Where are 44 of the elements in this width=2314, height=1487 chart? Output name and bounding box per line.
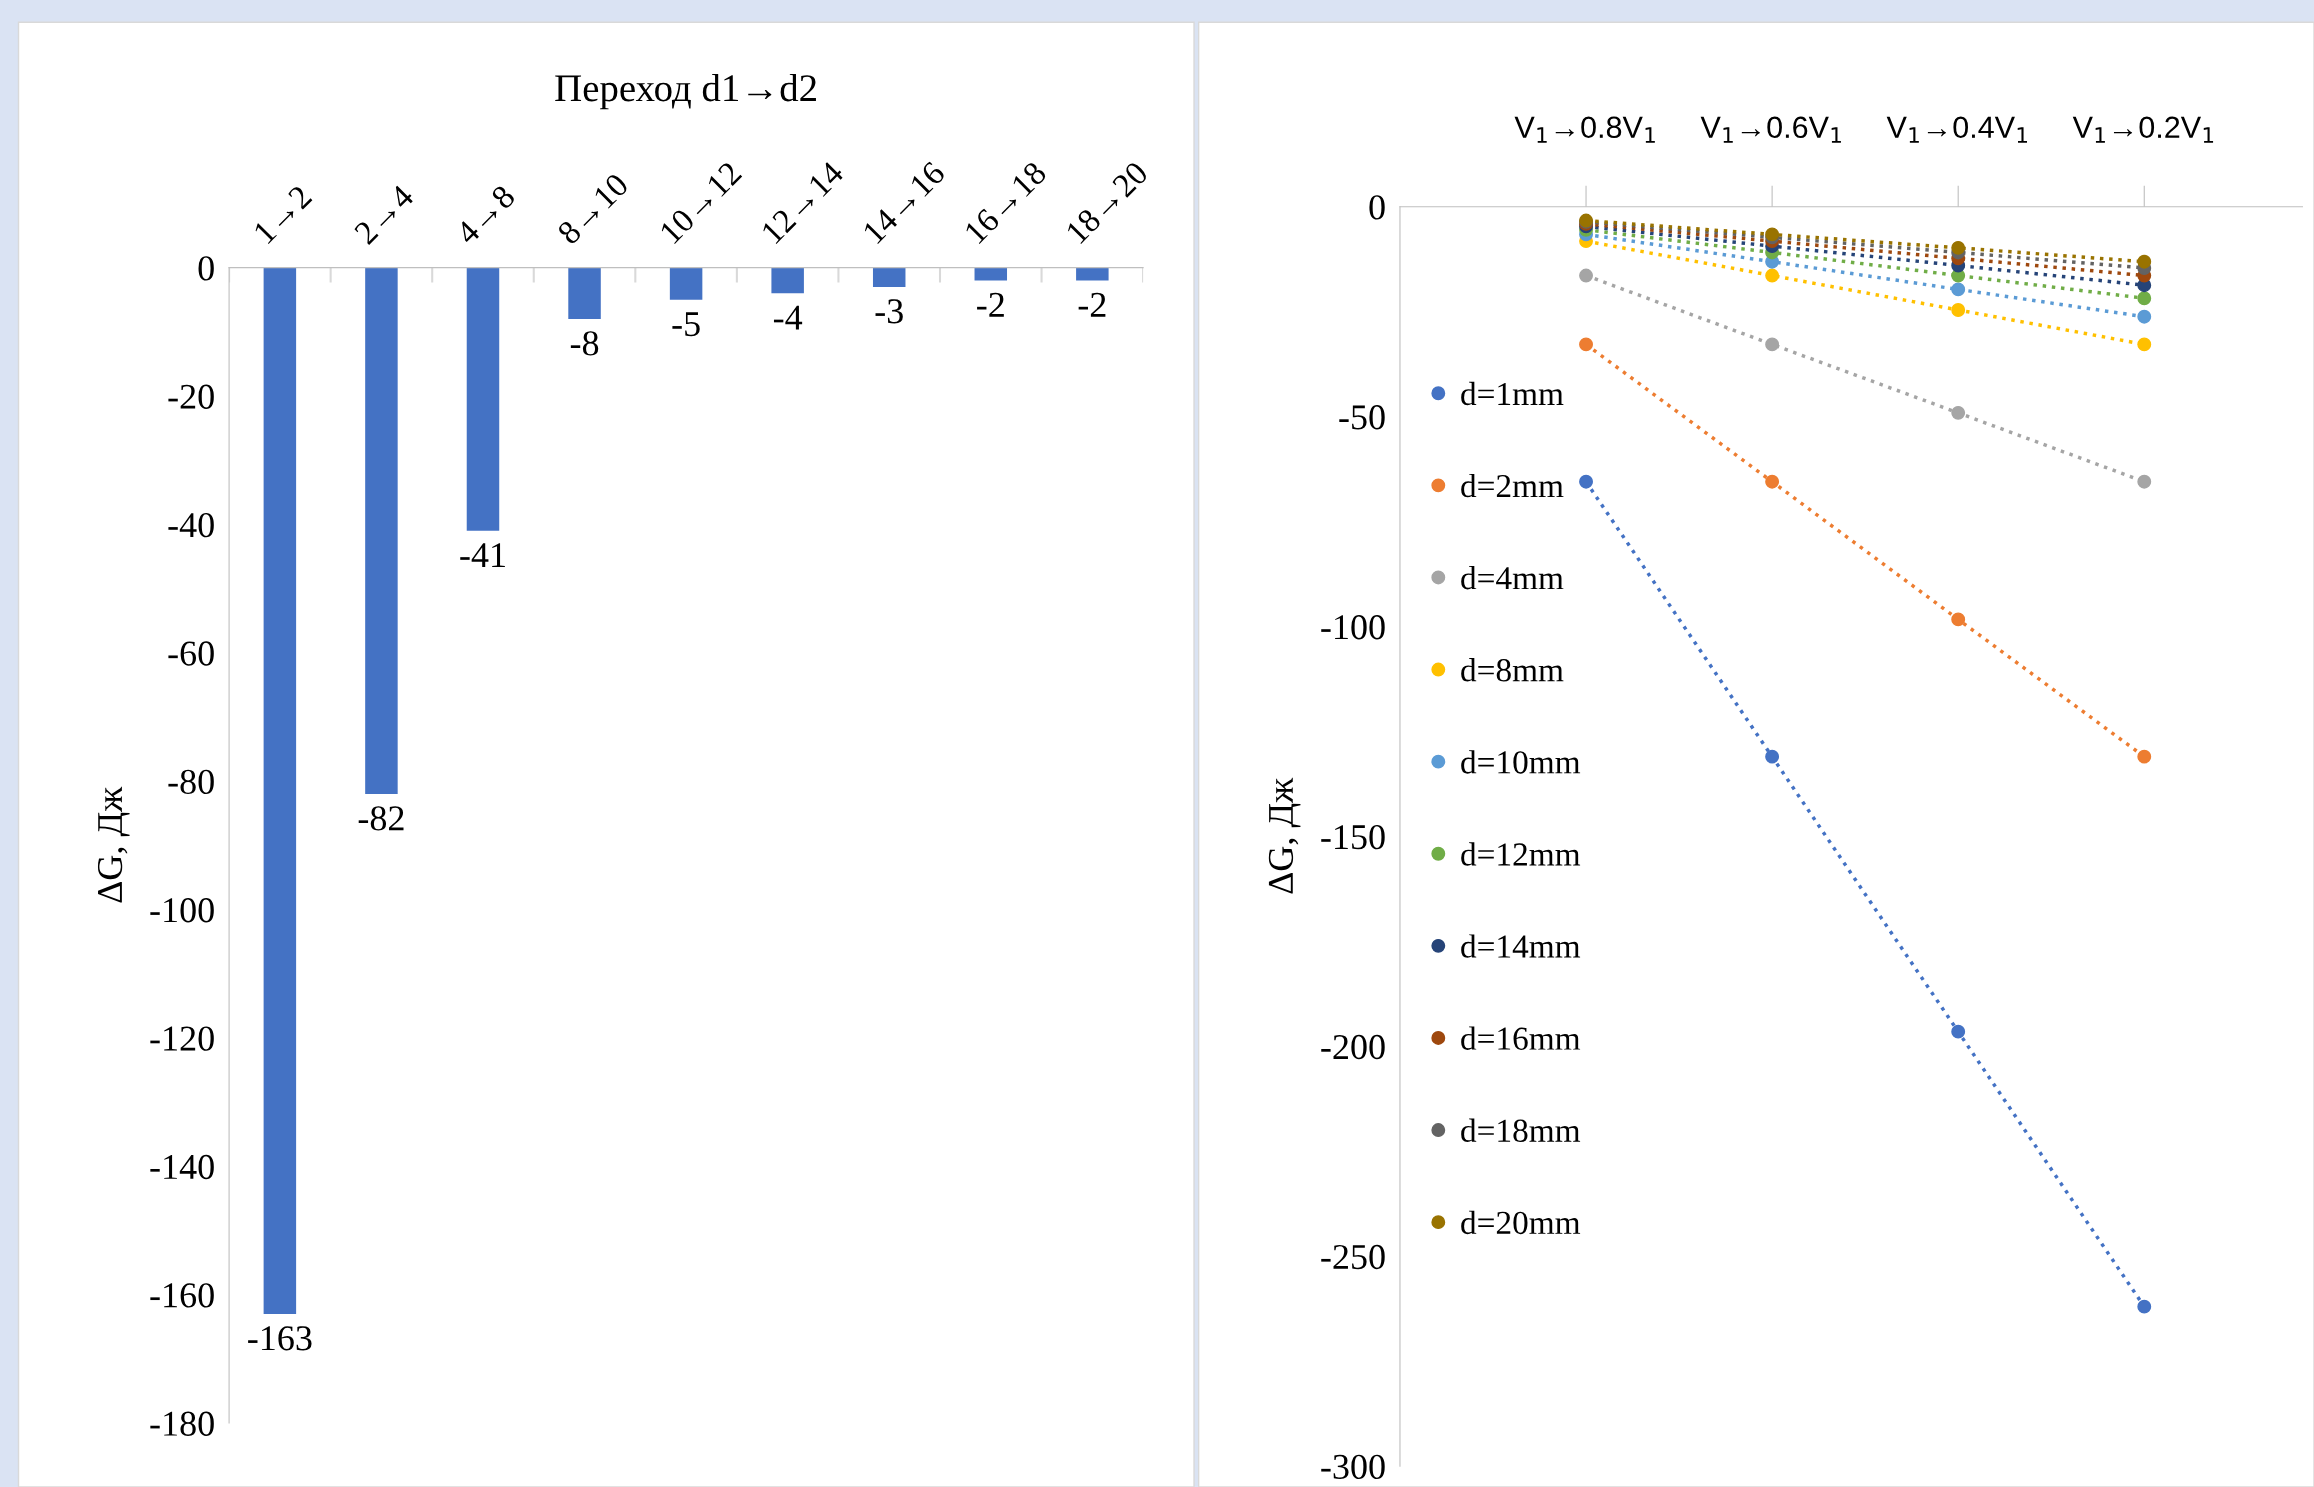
- x-tick-label: V$_{1}$→0.6V$_{1}$: [1700, 116, 1841, 143]
- y-tick-label: -40: [168, 512, 214, 538]
- legend-label: d=12mm: [1461, 842, 1581, 866]
- legend-label: d=20mm: [1461, 1210, 1581, 1235]
- x-tick-label: V$_{1}$→0.2V$_{1}$: [2072, 116, 2214, 143]
- y-tick-label: -150: [1321, 824, 1385, 850]
- data-label: -163: [248, 1326, 312, 1351]
- y-tick-label: -100: [1321, 615, 1385, 640]
- x-tick-label: V$_{1}$→0.4V$_{1}$: [1886, 116, 2027, 143]
- data-label: -2: [977, 292, 1004, 317]
- legend-label: d=16mm: [1461, 1026, 1581, 1050]
- legend-label: d=10mm: [1461, 750, 1581, 774]
- y-tick-label: -300: [1321, 1454, 1385, 1480]
- y-tick-label: -120: [150, 1026, 214, 1051]
- y-axis-title: ΔG, Дж: [97, 786, 130, 903]
- data-label: -82: [358, 806, 404, 831]
- y-tick-label: -20: [168, 384, 214, 409]
- x-tick-label: 4→8: [454, 184, 517, 246]
- legend-label: d=1mm: [1461, 381, 1564, 406]
- x-tick-label: V$_{1}$→0.8V$_{1}$: [1514, 116, 1655, 143]
- y-tick-label: -200: [1321, 1034, 1385, 1060]
- y-tick-label: 0: [1369, 195, 1385, 220]
- y-tick-label: 0: [198, 256, 214, 281]
- data-label: -8: [570, 331, 599, 356]
- legend-label: d=8mm: [1461, 658, 1564, 682]
- legend-label: d=2mm: [1461, 473, 1564, 498]
- y-tick-label: -100: [150, 898, 214, 923]
- data-label: -5: [672, 312, 700, 337]
- data-label: -2: [1078, 292, 1106, 317]
- data-label: -3: [875, 299, 903, 324]
- data-label: -4: [773, 305, 803, 330]
- y-tick-label: -60: [168, 641, 214, 666]
- data-label: -41: [460, 543, 505, 567]
- legend-label: d=4mm: [1461, 565, 1564, 590]
- legend-label: d=18mm: [1461, 1118, 1581, 1143]
- y-tick-label: -80: [168, 769, 214, 795]
- legend-label: d=14mm: [1461, 934, 1581, 958]
- y-axis-title: ΔG, Дж: [1268, 777, 1301, 894]
- y-tick-label: -50: [1339, 405, 1385, 430]
- y-tick-label: -140: [150, 1154, 214, 1180]
- y-tick-label: -180: [150, 1411, 214, 1436]
- chart-title: Переход d1→d2: [555, 74, 816, 110]
- y-tick-label: -160: [150, 1283, 214, 1308]
- y-tick-label: -250: [1321, 1244, 1385, 1270]
